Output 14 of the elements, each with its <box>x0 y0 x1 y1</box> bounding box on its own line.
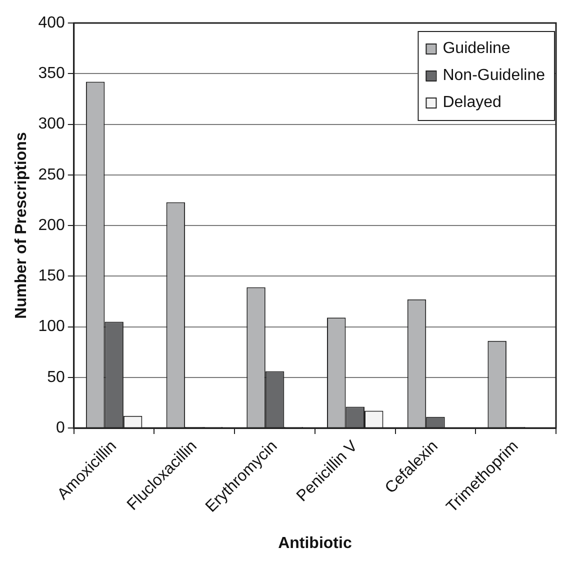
y-tick-label: 350 <box>38 65 65 82</box>
y-tick-label: 300 <box>38 116 65 133</box>
legend-label: Delayed <box>442 94 502 111</box>
y-tick-label: 100 <box>38 318 65 336</box>
y-tick-label: 50 <box>47 368 65 386</box>
y-tick-label: 150 <box>38 268 65 285</box>
y-tick-label: 400 <box>38 14 65 32</box>
legend-label: Guideline <box>442 40 510 57</box>
y-tick-label: 250 <box>38 166 65 184</box>
x-axis-title: Antibiotic <box>278 534 352 552</box>
legend-label: Non-Guideline <box>442 66 546 84</box>
y-axis-title: Number of Prescriptions <box>13 132 30 319</box>
y-tick-label: 200 <box>38 216 65 234</box>
y-tick-label: 0 <box>56 419 65 436</box>
